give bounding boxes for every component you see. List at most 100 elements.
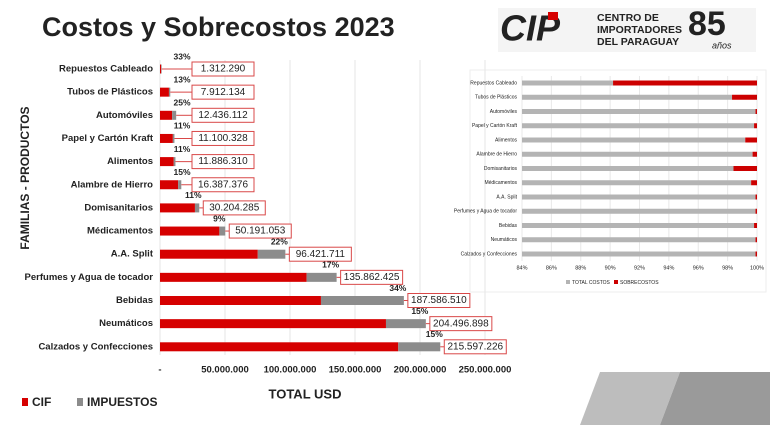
category-label: Médicamentos (87, 226, 153, 237)
bar-segment (522, 151, 753, 157)
logo-accent (548, 12, 558, 20)
bar-segment (194, 203, 200, 213)
total-label: 135.862.425 (344, 272, 400, 283)
total-label: 16.387.376 (198, 179, 248, 190)
bar-segment (522, 194, 756, 200)
x-tick-label: 88% (575, 265, 586, 271)
bar-segment (755, 208, 757, 214)
category-label: Bebidas (499, 223, 518, 229)
bar-segment (160, 319, 386, 329)
decor-shape (580, 372, 680, 425)
bar-segment (755, 194, 757, 200)
bar-segment (522, 208, 756, 214)
total-label: 1.312.290 (201, 64, 246, 75)
bar-segment (522, 223, 755, 228)
category-label: Bebidas (116, 295, 153, 306)
x-tick-label: 250.000.000 (459, 365, 512, 376)
total-label: 30.204.285 (209, 203, 259, 214)
x-tick-label: 92% (634, 265, 645, 271)
total-label: 204.496.898 (433, 318, 489, 329)
bar-segment (168, 87, 171, 97)
category-label: Alambre de Hierro (71, 179, 154, 190)
x-tick-label: 100% (750, 265, 764, 271)
category-label: Domisanitarios (84, 202, 153, 213)
total-label: 215.597.226 (447, 341, 503, 352)
percent-label: 15% (173, 167, 190, 177)
bar-segment (160, 110, 173, 120)
bar-segment (522, 251, 756, 257)
bar-segment (522, 109, 756, 114)
percent-label: 25% (173, 98, 190, 108)
bar-segment (160, 272, 307, 282)
category-label: Alimentos (495, 137, 517, 143)
logo-years-word: años (712, 40, 732, 50)
category-label: Automóviles (96, 110, 153, 121)
y-axis-title: FAMILIAS - PRODUCTOS (18, 106, 32, 249)
category-label: Calzados y Confecciones (461, 251, 518, 257)
bar-segment (306, 272, 337, 282)
bar-segment (398, 342, 441, 352)
bar-segment (160, 342, 399, 352)
logo-background (498, 8, 756, 52)
category-label: Repuestos Cableado (59, 64, 153, 75)
category-label: A.A. Split (111, 249, 154, 260)
legend-swatch (614, 280, 618, 284)
page-title: Costos y Sobrecostos 2023 (42, 12, 395, 42)
bar-segment (522, 123, 755, 129)
category-label: Médicamentos (484, 180, 517, 186)
bar-segment (178, 180, 182, 190)
bar-segment (755, 251, 757, 257)
bar-segment (751, 180, 757, 186)
x-tick-label: 84% (516, 265, 527, 271)
bar-segment (522, 137, 746, 143)
category-label: Tubos de Plásticos (67, 87, 153, 98)
legend-swatch (22, 398, 28, 406)
bar-segment (522, 166, 734, 171)
bar-segment (160, 64, 162, 74)
bar-segment (160, 180, 179, 190)
x-axis-title: TOTAL USD (269, 386, 342, 401)
logo-line: CENTRO DE (597, 12, 659, 24)
logo-years: 85 (688, 5, 726, 43)
category-label: Tubos de Plásticos (475, 95, 518, 101)
bar-segment (173, 157, 176, 167)
x-tick-label: 200.000.000 (394, 365, 447, 376)
total-label: 11.886.310 (198, 156, 248, 167)
category-label: A.A. Split (496, 194, 517, 200)
category-label: Repuestos Cableado (470, 80, 517, 86)
x-tick-label: 98% (722, 265, 733, 271)
total-label: 187.586.510 (411, 295, 467, 306)
percent-label: 11% (185, 190, 202, 200)
x-tick-label: 50.000.000 (201, 365, 249, 376)
bar-segment (754, 223, 757, 228)
bar-segment (160, 249, 258, 259)
x-tick-label: - (158, 365, 161, 376)
bar-segment (161, 64, 162, 74)
decor-shape (660, 372, 770, 425)
total-label: 50.191.053 (235, 226, 285, 237)
total-label: 96.421.711 (296, 249, 346, 260)
bar-segment (160, 296, 321, 305)
logo-line: IMPORTADORES (597, 24, 682, 36)
category-label: Alambre de Hierro (476, 152, 517, 158)
total-label: 11.100.328 (198, 133, 248, 144)
percent-label: 33% (173, 51, 190, 61)
category-label: Papel y Cartón Kraft (62, 133, 154, 144)
x-tick-label: 96% (693, 265, 704, 271)
category-label: Perfumes y Agua de tocador (454, 209, 517, 215)
percent-label: 11% (174, 121, 191, 131)
category-label: Domisanitarios (484, 166, 518, 172)
bar-segment (522, 237, 756, 243)
bar-segment (733, 166, 757, 171)
category-label: Alimentos (107, 156, 153, 167)
bar-segment (257, 249, 286, 259)
bar-segment (160, 157, 174, 167)
total-label: 12.436.112 (198, 110, 248, 121)
bar-segment (613, 80, 757, 86)
bar-segment (172, 133, 175, 143)
category-label: Papel y Cartón Kraft (472, 123, 518, 129)
legend-label: IMPUESTOS (87, 395, 157, 409)
x-tick-label: 90% (605, 265, 616, 271)
x-tick-label: 94% (663, 265, 674, 271)
